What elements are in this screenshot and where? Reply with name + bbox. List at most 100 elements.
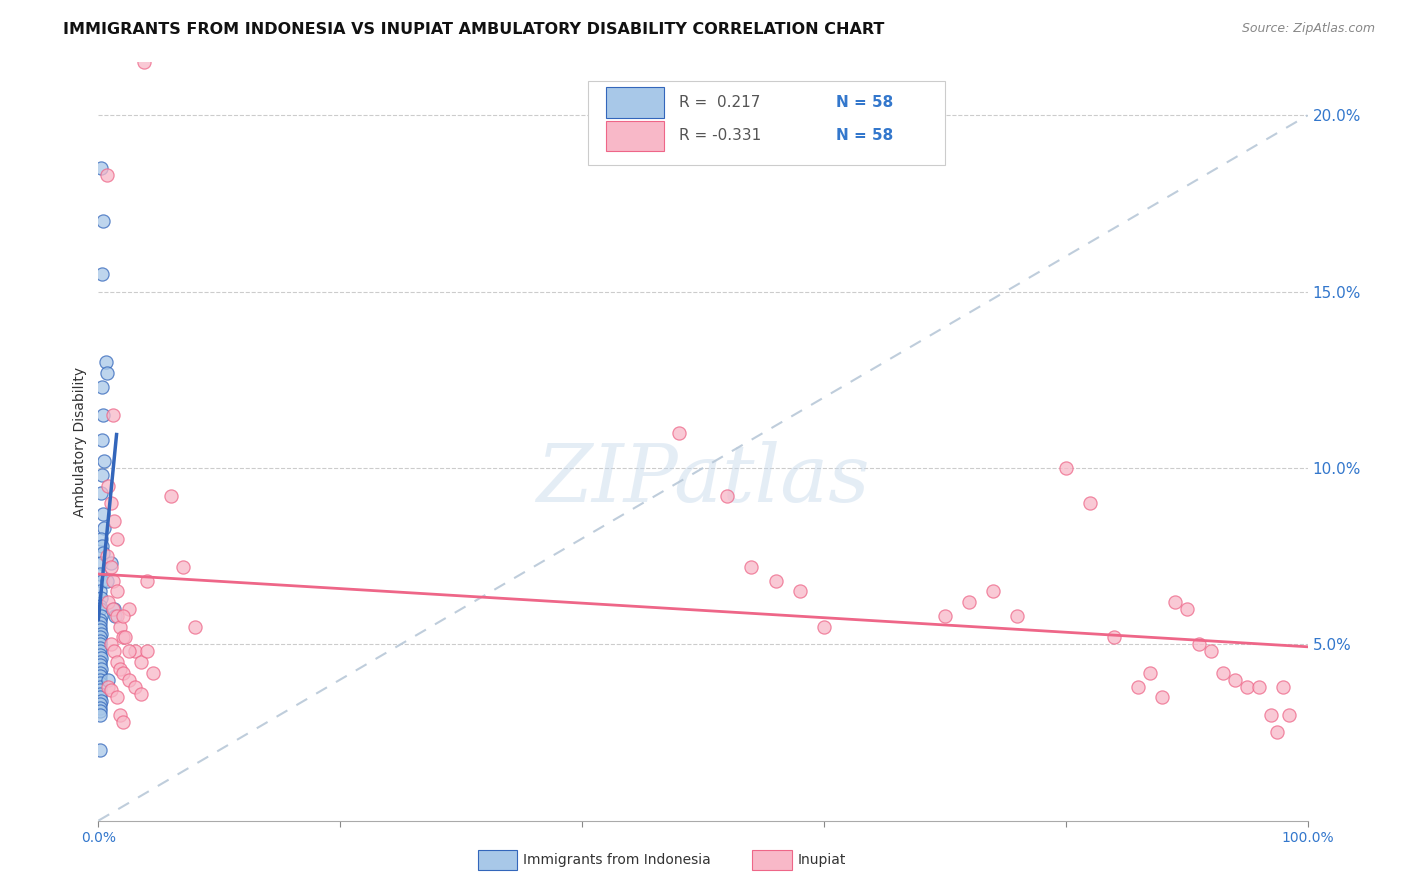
Point xyxy=(118,673,141,687)
Point xyxy=(100,637,122,651)
Point xyxy=(89,637,111,651)
Point xyxy=(89,700,111,714)
Point xyxy=(124,644,146,658)
Point xyxy=(1078,496,1101,510)
Point xyxy=(111,714,134,729)
Point xyxy=(100,559,122,574)
Point xyxy=(97,673,120,687)
Point xyxy=(89,658,111,673)
Point xyxy=(105,584,128,599)
Point xyxy=(96,169,118,183)
Point xyxy=(124,680,146,694)
Point xyxy=(740,559,762,574)
Point xyxy=(668,425,690,440)
Point xyxy=(172,559,194,574)
Point xyxy=(90,694,112,708)
Point xyxy=(105,655,128,669)
Point xyxy=(1163,595,1185,609)
Point xyxy=(89,624,111,638)
Point xyxy=(111,630,134,644)
Point xyxy=(101,408,124,422)
Point xyxy=(103,602,125,616)
Point xyxy=(813,620,835,634)
Text: N = 58: N = 58 xyxy=(837,95,893,110)
Point xyxy=(89,640,111,655)
Point xyxy=(108,662,131,676)
Point xyxy=(89,620,111,634)
Point xyxy=(957,595,980,609)
Point xyxy=(97,595,120,609)
Point xyxy=(1267,725,1289,739)
Text: R = -0.331: R = -0.331 xyxy=(679,128,761,144)
Point xyxy=(129,655,152,669)
Point xyxy=(89,687,111,701)
Point xyxy=(101,574,124,588)
Point xyxy=(105,690,128,705)
Point xyxy=(134,55,156,70)
Point xyxy=(90,485,112,500)
Point xyxy=(89,644,111,658)
Point xyxy=(934,609,956,624)
Point xyxy=(135,574,157,588)
Text: Source: ZipAtlas.com: Source: ZipAtlas.com xyxy=(1241,22,1375,36)
Text: Immigrants from Indonesia: Immigrants from Indonesia xyxy=(523,853,711,867)
Point xyxy=(90,626,112,640)
FancyBboxPatch shape xyxy=(588,81,945,165)
Point xyxy=(89,673,111,687)
Point xyxy=(89,602,111,616)
Point xyxy=(91,267,114,281)
Point xyxy=(1188,637,1211,651)
Point xyxy=(184,620,207,634)
Point xyxy=(91,574,114,588)
Y-axis label: Ambulatory Disability: Ambulatory Disability xyxy=(73,367,87,516)
Point xyxy=(91,214,114,228)
Point xyxy=(765,574,787,588)
Point xyxy=(91,408,114,422)
Point xyxy=(103,514,125,528)
Point xyxy=(1054,461,1077,475)
Point xyxy=(90,556,112,570)
Point xyxy=(89,680,111,694)
Point xyxy=(129,687,152,701)
Point xyxy=(1236,680,1258,694)
Point xyxy=(91,380,114,394)
Point xyxy=(89,743,111,757)
Point xyxy=(118,602,141,616)
Point xyxy=(89,704,111,718)
Point xyxy=(1128,680,1150,694)
Point xyxy=(1212,665,1234,680)
Point xyxy=(160,489,183,503)
Point xyxy=(111,665,134,680)
Text: R =  0.217: R = 0.217 xyxy=(679,95,761,110)
Point xyxy=(89,690,111,705)
Point xyxy=(89,665,111,680)
Point xyxy=(108,707,131,722)
Point xyxy=(93,454,115,468)
Point xyxy=(1152,690,1174,705)
Point xyxy=(1175,602,1198,616)
FancyBboxPatch shape xyxy=(606,87,664,118)
Point xyxy=(90,591,112,606)
Text: IMMIGRANTS FROM INDONESIA VS INUPIAT AMBULATORY DISABILITY CORRELATION CHART: IMMIGRANTS FROM INDONESIA VS INUPIAT AMB… xyxy=(63,22,884,37)
Point xyxy=(1102,630,1125,644)
Point xyxy=(716,489,738,503)
Point xyxy=(90,651,112,665)
Point xyxy=(789,584,811,599)
Point xyxy=(1249,680,1271,694)
Point xyxy=(94,355,117,369)
Point xyxy=(90,532,112,546)
Point xyxy=(91,468,114,483)
Point xyxy=(1272,680,1295,694)
Point xyxy=(89,676,111,690)
Point xyxy=(93,521,115,535)
Point xyxy=(111,609,134,624)
Point xyxy=(89,630,111,644)
Point xyxy=(96,574,118,588)
Point xyxy=(90,161,112,176)
Point xyxy=(105,609,128,624)
Point xyxy=(1007,609,1029,624)
Point xyxy=(101,602,124,616)
Point xyxy=(97,680,120,694)
Text: ZIPatlas: ZIPatlas xyxy=(536,441,870,518)
Point xyxy=(100,683,122,698)
